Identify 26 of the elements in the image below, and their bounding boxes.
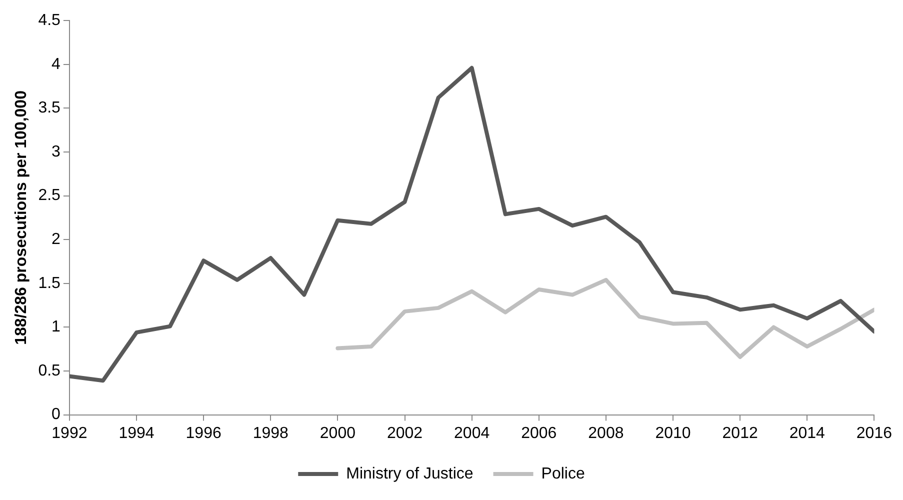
x-tick-label: 2010	[655, 424, 691, 442]
y-tick-label: 3	[52, 143, 61, 160]
legend-label: Police	[541, 465, 585, 482]
y-tick-label: 1.5	[38, 274, 61, 292]
x-tick-label: 1996	[186, 424, 222, 442]
x-tick-label: 2000	[320, 424, 356, 442]
x-tick-label: 1992	[52, 424, 88, 442]
y-tick-label: 0	[52, 406, 61, 424]
x-tick-label: 2014	[789, 424, 826, 442]
x-tick-label: 1998	[252, 424, 289, 442]
y-tick-label: 0.5	[38, 362, 61, 380]
x-tick-label: 2002	[386, 424, 423, 442]
x-tick-label: 2004	[454, 424, 490, 442]
x-tick-label: 2012	[722, 424, 758, 442]
y-tick-label: 2	[52, 231, 61, 248]
y-tick-label: 2.5	[38, 187, 61, 204]
legend-label: Ministry of Justice	[346, 465, 474, 482]
y-axis-title: 188/286 prosecutions per 100,000	[13, 90, 30, 345]
y-tick-label: 1	[52, 318, 61, 336]
x-tick-label: 2008	[588, 424, 624, 442]
y-tick-label: 3.5	[38, 100, 61, 117]
x-tick-label: 1994	[118, 424, 154, 442]
y-tick-label: 4.5	[38, 12, 61, 30]
x-tick-label: 2006	[521, 424, 557, 442]
x-tick-label: 2016	[856, 424, 892, 442]
y-tick-label: 4	[52, 56, 61, 73]
